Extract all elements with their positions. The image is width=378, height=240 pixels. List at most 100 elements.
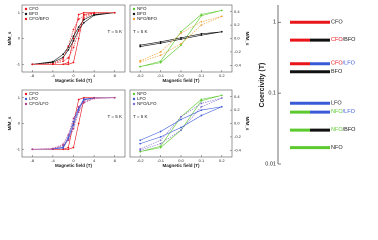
data-point xyxy=(200,24,203,26)
annotation: T = 5 K xyxy=(107,114,122,119)
data-point xyxy=(139,148,142,150)
x-tick-label: 0 xyxy=(72,73,75,78)
data-point xyxy=(72,146,75,149)
data-point xyxy=(139,139,142,142)
y-tick-label: 0 xyxy=(18,121,21,126)
data-point xyxy=(159,145,162,148)
data-point xyxy=(200,13,203,16)
data-point xyxy=(180,126,182,129)
x-axis-label: Magnetic field (T) xyxy=(163,78,201,83)
data-point xyxy=(220,94,223,97)
data-point xyxy=(159,139,162,142)
data-point xyxy=(180,118,182,121)
y-tick-label: -0.2 xyxy=(234,49,242,54)
annotation: T = 5 K xyxy=(133,114,148,119)
legend-label: BFO xyxy=(29,11,39,16)
x-tick-label: 0.1 xyxy=(199,73,205,78)
data-point xyxy=(77,30,80,32)
x-tick-label: 4 xyxy=(93,73,96,78)
data-point xyxy=(72,117,75,120)
data-point xyxy=(220,97,223,99)
data-point xyxy=(180,38,182,41)
data-point xyxy=(67,48,70,51)
x-axis-label: Magnetic field (T) xyxy=(55,78,93,83)
data-point xyxy=(139,44,142,47)
data-point xyxy=(82,13,85,16)
x-tick-label: -4 xyxy=(51,73,55,78)
y-axis-label: M/M_s xyxy=(245,117,250,131)
x-tick-label: -8 xyxy=(31,158,35,163)
x-tick-label: 0.2 xyxy=(219,73,225,78)
data-point xyxy=(77,26,80,29)
data-point xyxy=(159,60,162,63)
x-tick-label: -0.1 xyxy=(157,73,165,78)
y-tick-label: 1 xyxy=(18,10,21,15)
data-point xyxy=(159,42,162,45)
data-point xyxy=(139,59,142,62)
data-point xyxy=(31,148,34,151)
series-line xyxy=(32,12,115,65)
data-point xyxy=(67,63,70,66)
legend-label: NFO xyxy=(137,91,147,96)
data-point xyxy=(77,18,80,21)
legend-label: NFO/BFO xyxy=(137,16,157,21)
legend-marker xyxy=(132,92,136,96)
annotation: T = 5 K xyxy=(133,29,148,34)
y-axis-label: M/M_s xyxy=(245,32,250,46)
data-point xyxy=(77,13,80,16)
legend-label: CFO xyxy=(29,6,39,11)
data-point xyxy=(77,108,80,111)
data-point xyxy=(82,14,85,17)
legend-label: BFO xyxy=(137,11,147,16)
data-point xyxy=(72,46,75,49)
x-tick-label: 0 xyxy=(72,158,75,163)
data-point xyxy=(67,56,70,59)
data-point xyxy=(159,136,162,138)
data-point xyxy=(72,120,75,123)
data-point xyxy=(52,62,54,65)
data-point xyxy=(180,42,182,45)
y-axis-label: M/M_s xyxy=(7,116,12,130)
legend-marker xyxy=(132,12,136,16)
data-point xyxy=(82,21,85,24)
legend-marker xyxy=(24,102,28,106)
data-point xyxy=(159,51,162,53)
y-tick-label: 0.2 xyxy=(234,107,240,112)
legend-marker xyxy=(24,97,28,101)
data-point xyxy=(113,11,116,14)
data-point xyxy=(72,61,75,64)
data-point xyxy=(159,130,162,133)
data-point xyxy=(72,35,75,38)
y-tick-label: 0.01 xyxy=(265,161,276,167)
data-point xyxy=(77,111,80,114)
data-point xyxy=(82,96,85,99)
data-point xyxy=(62,63,65,66)
data-point xyxy=(200,32,203,35)
series-line xyxy=(32,12,115,65)
x-tick-label: 8 xyxy=(114,158,117,163)
legend-marker xyxy=(132,17,136,21)
y-axis-label: M/M_s xyxy=(7,31,12,45)
x-tick-label: 8 xyxy=(114,73,117,78)
y-tick-label: 1 xyxy=(273,20,276,26)
x-tick-label: -8 xyxy=(31,73,35,78)
data-point xyxy=(180,32,182,35)
series-line xyxy=(140,97,222,151)
x-tick-label: 0.0 xyxy=(178,73,184,78)
level-label: CFO xyxy=(331,20,343,26)
legend-marker xyxy=(24,7,28,11)
data-point xyxy=(72,124,75,127)
x-tick-label: 0.0 xyxy=(178,158,184,163)
data-point xyxy=(139,45,142,48)
series-line xyxy=(32,97,115,150)
data-point xyxy=(77,98,80,101)
data-point xyxy=(52,60,54,63)
level-label: CFO/BFO xyxy=(331,38,356,44)
data-point xyxy=(62,148,65,151)
data-point xyxy=(139,61,142,63)
legend-label: NFO xyxy=(137,6,147,11)
legend-marker xyxy=(132,7,136,11)
data-point xyxy=(77,105,80,108)
data-point xyxy=(72,37,75,40)
data-point xyxy=(220,30,223,33)
